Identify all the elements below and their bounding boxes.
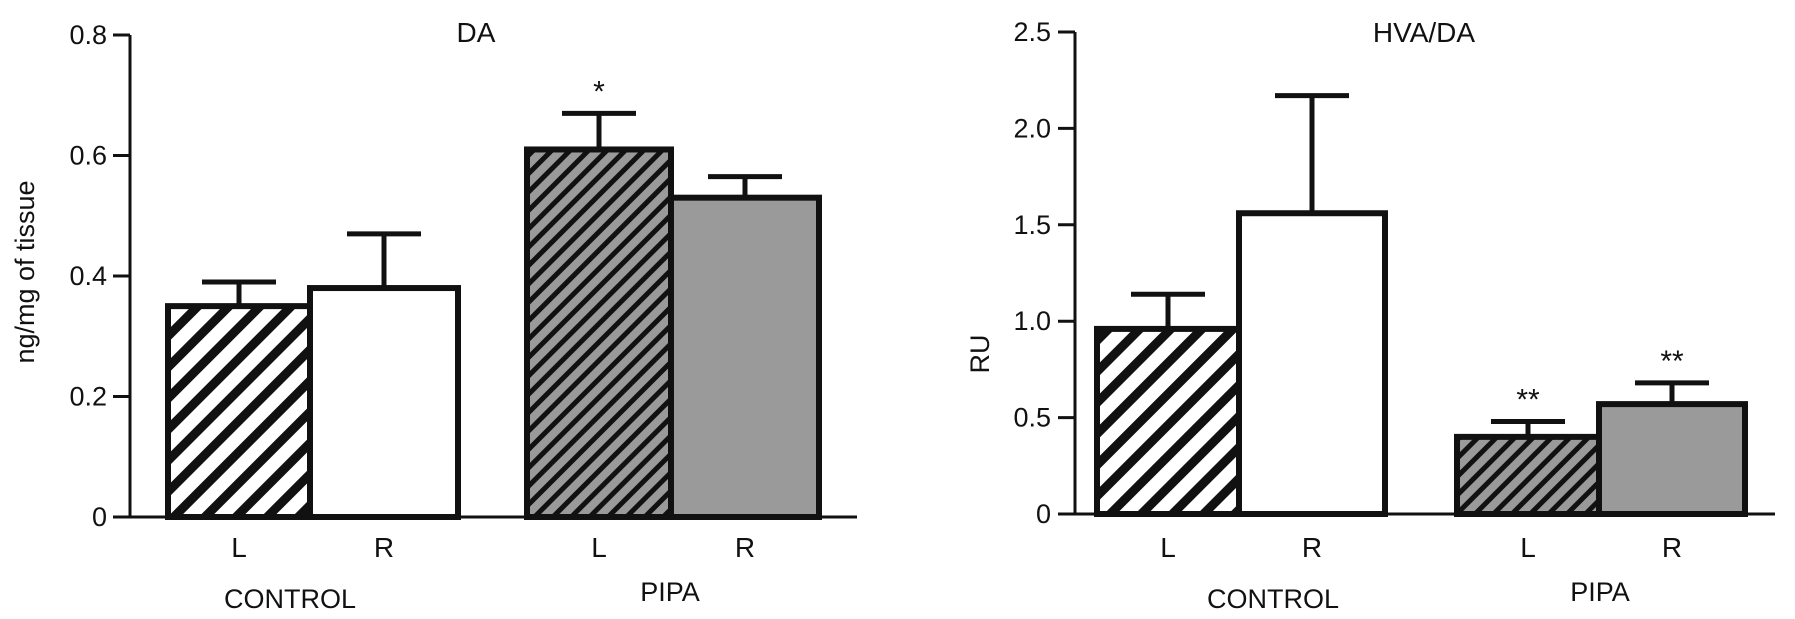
y-tick-label: 1.0	[1013, 306, 1051, 336]
bar	[524, 146, 674, 520]
y-tick-label: 2.5	[1013, 17, 1051, 47]
y-tick-label: 2.0	[1013, 113, 1051, 143]
y-axis-label: RU	[965, 335, 995, 374]
y-tick-label: 0.8	[69, 20, 107, 50]
y-tick-label: 0.2	[69, 382, 107, 412]
bar	[1596, 401, 1748, 517]
bar	[1454, 433, 1602, 518]
y-tick-label: 0	[1036, 499, 1051, 529]
bars: L R * L R	[165, 75, 822, 563]
y-tick-label: 1.5	[1013, 210, 1051, 240]
y-axis-label: ng/mg of tissue	[10, 180, 40, 363]
chart-panel-da: DA ng/mg of tissue CONTROL PIPA 0 0.2 0.4 0…	[10, 17, 857, 614]
bar	[1094, 325, 1242, 517]
x-tick-label: L	[591, 532, 607, 563]
x-tick-label: L	[231, 532, 247, 563]
chart-title: DA	[457, 17, 496, 48]
group-label-control: CONTROL	[1207, 584, 1339, 614]
group-label-pipa: PIPA	[1570, 577, 1630, 607]
x-tick-label: R	[1302, 532, 1322, 563]
group-label-control: CONTROL	[224, 584, 356, 614]
y-tick-label: 0.4	[69, 261, 107, 291]
x-tick-label: R	[1662, 532, 1682, 563]
bar	[668, 194, 822, 521]
y-tick-label: 0.6	[69, 141, 107, 171]
bar	[165, 303, 313, 520]
y-tick-label: 0	[92, 502, 107, 532]
bars: L R ** L ** R	[1094, 93, 1748, 563]
significance-marker: **	[1660, 345, 1684, 378]
chart-title: HVA/DA	[1373, 17, 1475, 48]
significance-marker: *	[593, 75, 605, 108]
x-tick-label: R	[374, 532, 394, 563]
y-tick-label: 0.5	[1013, 403, 1051, 433]
x-tick-label: L	[1160, 532, 1176, 563]
bar	[1236, 210, 1388, 517]
x-tick-label: R	[735, 532, 755, 563]
x-tick-label: L	[1520, 532, 1536, 563]
bar	[307, 285, 461, 520]
chart-panel-hva-da: HVA/DA RU CONTROL PIPA 00.51.01.52.02.5 …	[965, 17, 1775, 614]
group-label-pipa: PIPA	[640, 577, 700, 607]
significance-marker: **	[1516, 383, 1540, 416]
